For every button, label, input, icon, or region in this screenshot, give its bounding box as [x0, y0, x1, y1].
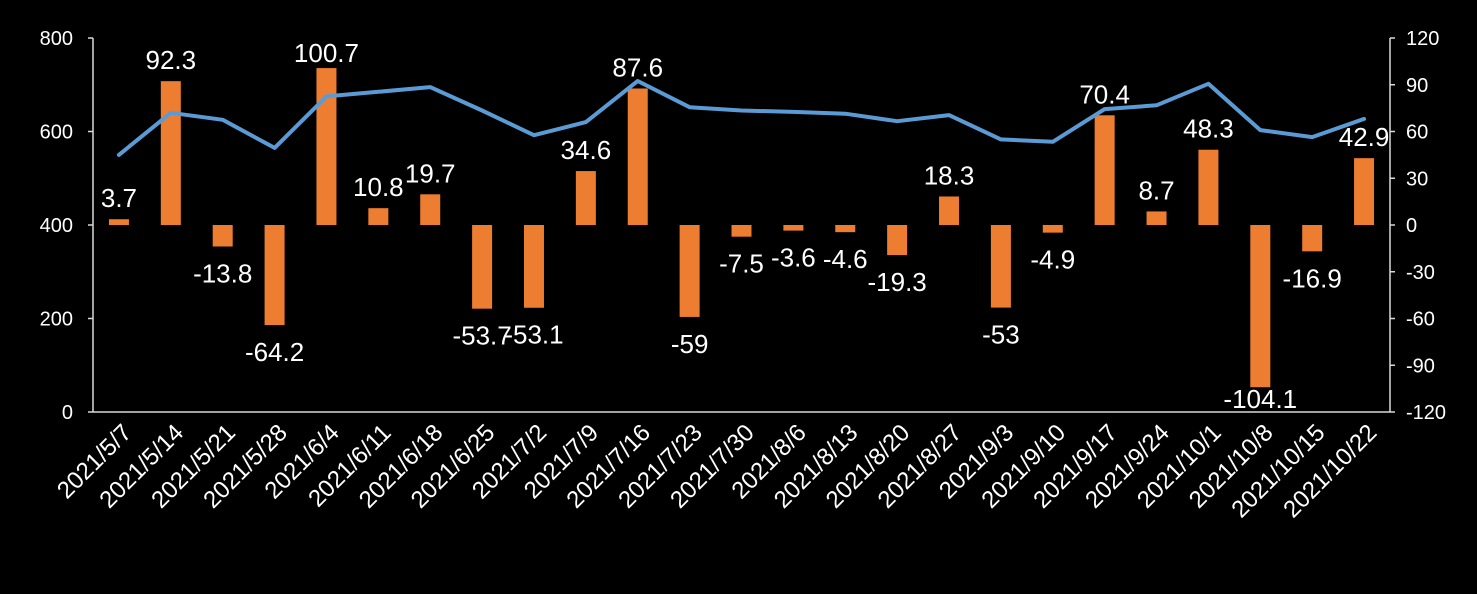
bar	[523, 225, 544, 308]
line-path	[116, 79, 1367, 157]
left-tick-label: 200	[40, 309, 73, 331]
data-label: -59	[671, 329, 709, 359]
data-label: -7.5	[719, 249, 764, 279]
data-label: 100.7	[294, 38, 359, 68]
data-label: 19.7	[405, 158, 456, 188]
data-label: 10.8	[353, 172, 404, 202]
data-label: -104.1	[1223, 384, 1297, 414]
bar	[990, 225, 1011, 308]
data-labels: 3.7 92.3 -13.8 -64.2 100.7 10.8 19.7 -53.7-53.1…	[101, 38, 1390, 414]
bar	[1042, 225, 1063, 233]
bar	[939, 196, 960, 225]
data-label: -53.7	[452, 321, 511, 351]
bar	[1302, 225, 1323, 252]
bar	[368, 208, 389, 225]
left-tick-label: 600	[40, 122, 73, 144]
bar	[212, 225, 233, 247]
bar	[1250, 225, 1271, 388]
data-label: -3.6	[771, 243, 816, 273]
line-series	[116, 79, 1367, 157]
right-tick-label: 120	[1406, 28, 1439, 50]
right-tick-label: 60	[1406, 122, 1428, 144]
data-label: -13.8	[193, 259, 252, 289]
right-tick-label: 90	[1406, 75, 1428, 97]
data-label: -53.1	[504, 320, 563, 350]
bar	[1094, 115, 1115, 225]
bar	[627, 88, 648, 226]
bar	[1354, 158, 1375, 225]
data-label: 48.3	[1183, 114, 1234, 144]
data-label: -19.3	[868, 267, 927, 297]
bar	[316, 68, 337, 225]
left-tick-label: 0	[62, 402, 73, 424]
bar	[160, 81, 181, 225]
data-label: 87.6	[612, 52, 663, 82]
bar	[783, 225, 804, 231]
data-label: 8.7	[1138, 175, 1174, 205]
bar	[264, 225, 285, 326]
data-label: 3.7	[101, 183, 137, 213]
data-label: 42.9	[1339, 122, 1390, 152]
right-tick-label: -120	[1406, 402, 1446, 424]
axes: 0 200 400 600 800 -120 -90 -60 -30 0 30 60 90 120	[40, 28, 1446, 424]
data-label: 92.3	[146, 45, 197, 75]
bar	[731, 225, 752, 237]
bar	[108, 219, 129, 225]
right-tick-label: 0	[1406, 215, 1417, 237]
left-tick-label: 800	[40, 28, 73, 50]
left-tick-label: 400	[40, 215, 73, 237]
right-tick-label: -60	[1406, 309, 1435, 331]
bar	[679, 225, 700, 317]
bar	[420, 194, 441, 225]
bar	[887, 225, 908, 256]
data-label: -64.2	[245, 337, 304, 367]
bar	[1198, 149, 1219, 225]
bar	[472, 225, 493, 309]
bar	[1146, 211, 1167, 225]
data-label: 70.4	[1079, 79, 1130, 109]
right-tick-label: 30	[1406, 168, 1428, 190]
bar	[575, 171, 596, 225]
right-tick-label: -30	[1406, 262, 1435, 284]
bar-series	[108, 68, 1375, 388]
data-label: -16.9	[1283, 263, 1342, 293]
right-tick-label: -90	[1406, 355, 1435, 377]
bar	[835, 225, 856, 233]
data-label: -4.6	[823, 244, 868, 274]
data-label: -4.9	[1030, 245, 1075, 275]
data-label: 34.6	[561, 135, 612, 165]
data-label: 18.3	[924, 160, 975, 190]
data-label: -53	[982, 320, 1020, 350]
